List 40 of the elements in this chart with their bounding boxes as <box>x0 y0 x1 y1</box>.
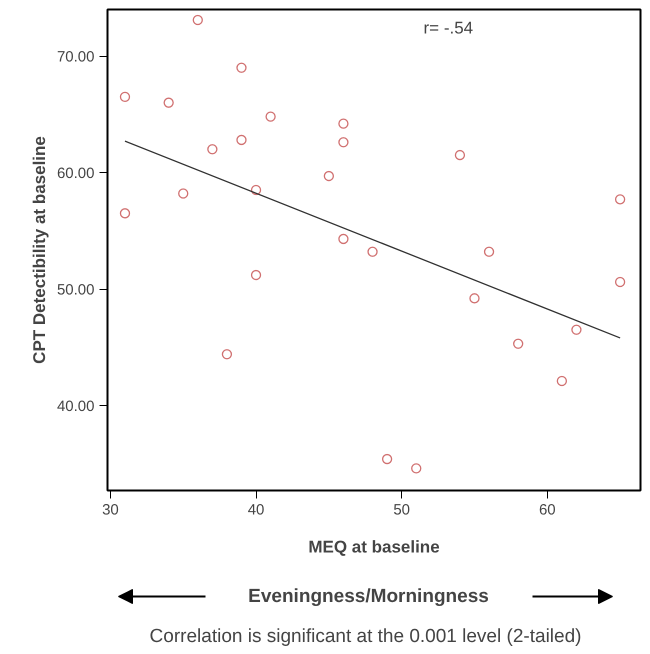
point <box>178 188 188 199</box>
point <box>571 324 582 335</box>
point <box>382 454 392 464</box>
y-tick-label: 50.00 <box>56 282 95 299</box>
y-tick-label: 40.00 <box>56 398 95 415</box>
point <box>469 293 480 304</box>
point <box>484 246 494 257</box>
point <box>250 184 262 196</box>
text: Correlation is significant at the 0.001 level (2-tailed) <box>150 626 582 647</box>
point <box>614 276 626 288</box>
point <box>120 208 130 218</box>
x-tick-label: 40 <box>248 502 264 518</box>
text: Eveningness/Morningness <box>248 586 489 607</box>
point <box>120 92 130 102</box>
point <box>236 134 247 146</box>
point <box>265 112 276 122</box>
point <box>454 150 466 160</box>
point <box>207 144 218 154</box>
point <box>614 194 626 204</box>
point <box>338 118 349 129</box>
point <box>236 62 247 73</box>
point <box>222 349 232 360</box>
y-tick-label: 70.00 <box>56 48 95 66</box>
point <box>556 376 568 386</box>
x-axis-title: MEQ at baseline <box>308 538 440 556</box>
y-tick-label: 60.00 <box>56 165 95 182</box>
point <box>338 234 349 244</box>
point <box>513 338 524 349</box>
point <box>192 14 203 26</box>
point <box>324 170 334 182</box>
x-tick-label: 60 <box>538 502 556 518</box>
point <box>367 246 378 257</box>
y-axis-title: CPT Detectibility at baseline <box>30 136 49 364</box>
point <box>164 98 174 108</box>
x-tick-label: 50 <box>393 502 410 518</box>
point <box>338 137 349 148</box>
point <box>250 270 262 280</box>
point <box>411 463 422 474</box>
x-tick-label: 30 <box>102 502 119 518</box>
annotation: r= -.54 <box>424 18 474 38</box>
